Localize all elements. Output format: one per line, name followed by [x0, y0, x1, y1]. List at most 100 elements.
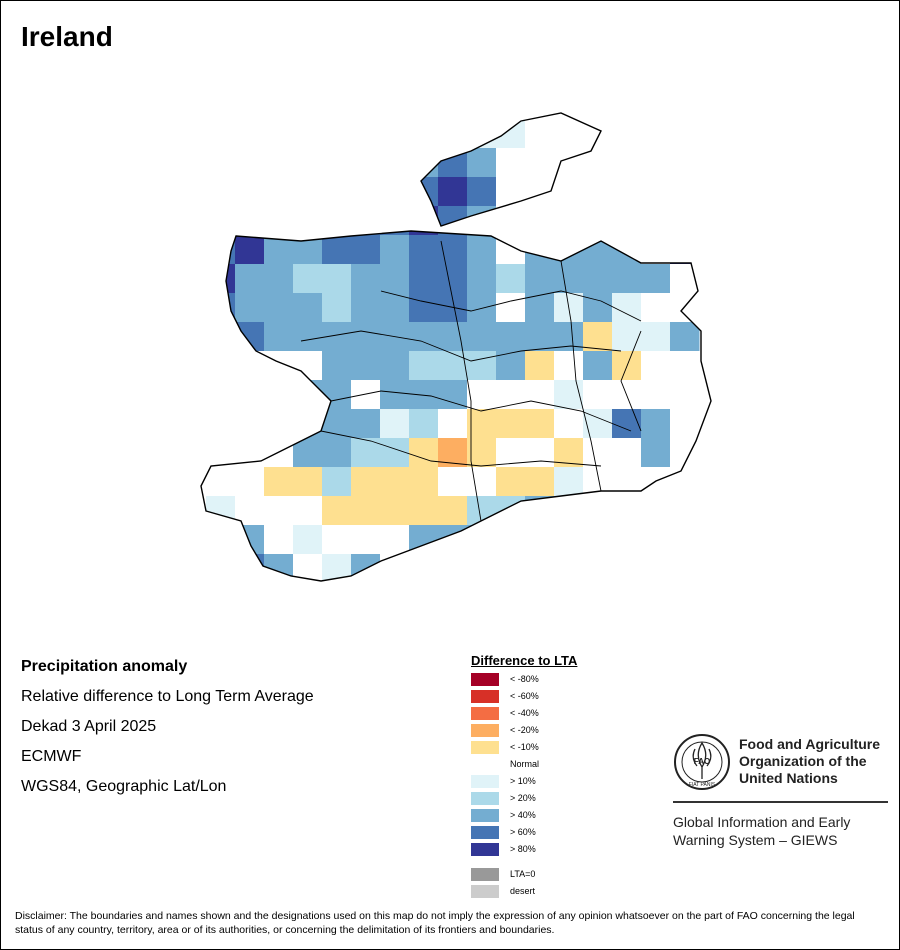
- grid-cell: [496, 525, 526, 555]
- grid-cell: [380, 467, 410, 497]
- grid-cell: [380, 554, 410, 581]
- grid-cell: [293, 525, 323, 555]
- grid-cell: [670, 554, 700, 581]
- grid-cell: [438, 206, 468, 236]
- svg-text:FAO: FAO: [694, 757, 710, 766]
- grid-cell: [612, 612, 642, 641]
- grid-cell: [264, 293, 294, 323]
- grid-cell: [525, 206, 555, 236]
- grid-cell: [206, 583, 236, 613]
- grid-cell: [612, 264, 642, 294]
- grid-cell: [583, 438, 613, 468]
- grid-cell: [438, 351, 468, 381]
- grid-cell: [235, 177, 265, 207]
- grid-cell: [351, 322, 381, 352]
- grid-cell: [612, 177, 642, 207]
- grid-cell: [235, 612, 265, 641]
- grid-cell: [206, 351, 236, 381]
- grid-cell: [612, 322, 642, 352]
- grid-cell: [496, 351, 526, 381]
- grid-cell: [409, 525, 439, 555]
- grid-cell: [467, 554, 497, 581]
- grid-cell: [409, 612, 439, 641]
- grid-cell: [525, 235, 555, 265]
- grid-cell: [496, 235, 526, 265]
- grid-cell: [438, 177, 468, 207]
- grid-cell: [409, 322, 439, 352]
- grid-cell: [409, 264, 439, 294]
- grid-cell: [670, 583, 700, 613]
- main-coastline: [200, 230, 712, 582]
- grid-cell: [612, 583, 642, 613]
- grid-cell: [351, 177, 381, 207]
- grid-cell: [235, 525, 265, 555]
- grid-cell: [554, 351, 584, 381]
- grid-cell: [235, 293, 265, 323]
- grid-cell: [322, 351, 352, 381]
- grid-cell: [670, 467, 700, 497]
- grid-cell: [467, 438, 497, 468]
- grid-cell: [554, 496, 584, 526]
- grid-cell: [612, 119, 642, 149]
- grid-cell: [206, 264, 236, 294]
- grid-cell: [554, 206, 584, 236]
- grid-cell: [554, 177, 584, 207]
- grid-cell: [641, 264, 671, 294]
- grid-cell: [235, 235, 265, 265]
- grid-cell: [496, 206, 526, 236]
- info-projection: WGS84, Geographic Lat/Lon: [21, 778, 227, 795]
- grid-cell: [380, 525, 410, 555]
- grid-cell: [670, 351, 700, 381]
- grid-cell: [641, 525, 671, 555]
- grid-cell: [293, 264, 323, 294]
- map-title: Ireland: [21, 21, 113, 52]
- legend-item: > 20%: [471, 792, 577, 809]
- grid-cell: [322, 525, 352, 555]
- grid-cell: [554, 380, 584, 410]
- grid-cell: [380, 496, 410, 526]
- grid-cell: [583, 380, 613, 410]
- legend-label: > 80%: [510, 844, 536, 854]
- grid-cell: [612, 409, 642, 439]
- legend-swatch: [471, 758, 499, 771]
- grid-cell: [583, 525, 613, 555]
- legend-label: LTA=0: [510, 869, 536, 879]
- grid-cell: [467, 525, 497, 555]
- grid-cell: [496, 554, 526, 581]
- legend-label: > 60%: [510, 827, 536, 837]
- grid-cell: [641, 583, 671, 613]
- grid-cell: [583, 322, 613, 352]
- grid-cell: [351, 264, 381, 294]
- grid-cell: [554, 612, 584, 641]
- grid-cell: [380, 612, 410, 641]
- grid-cell: [641, 612, 671, 641]
- grid-cell: [409, 409, 439, 439]
- grid-cell: [467, 467, 497, 497]
- grid-cell: [293, 409, 323, 439]
- map-info: Precipitation anomaly Relative differenc…: [21, 657, 314, 807]
- grid-cell: [438, 612, 468, 641]
- precipitation-anomaly-map: [200, 112, 712, 641]
- grid-cell: [583, 264, 613, 294]
- grid-cell: [322, 206, 352, 236]
- grid-cell: [438, 496, 468, 526]
- grid-cell: [438, 148, 468, 178]
- disclaimer: Disclaimer: The boundaries and names sho…: [15, 910, 855, 936]
- legend-swatch: [471, 885, 499, 898]
- grid-cell: [235, 467, 265, 497]
- grid-cell: [438, 119, 468, 149]
- grid-cell: [641, 235, 671, 265]
- grid-cell: [322, 467, 352, 497]
- grid-cell: [351, 525, 381, 555]
- grid-cell: [641, 438, 671, 468]
- grid-cell: [380, 177, 410, 207]
- grid-cell: [351, 351, 381, 381]
- grid-cell: [380, 380, 410, 410]
- grid-cell: [641, 322, 671, 352]
- grid-cell: [380, 264, 410, 294]
- grid-cell: [670, 409, 700, 439]
- grid-cell: [264, 177, 294, 207]
- svg-text:FIAT PANIS: FIAT PANIS: [689, 782, 716, 788]
- grid-cell: [641, 496, 671, 526]
- coastline-and-county-boundaries: [200, 112, 712, 582]
